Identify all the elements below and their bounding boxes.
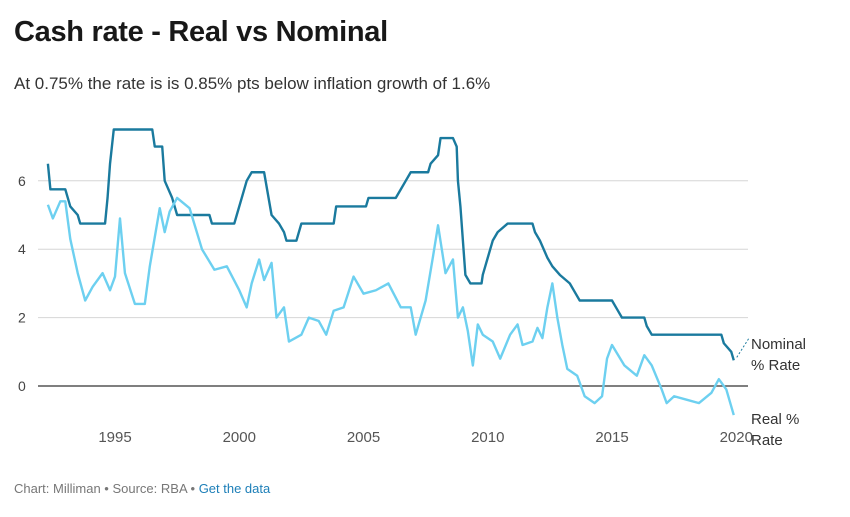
x-tick-label: 1995 xyxy=(98,429,131,446)
real-rate-line xyxy=(46,196,735,416)
nominal-series-label: Nominal xyxy=(751,336,806,353)
get-data-link[interactable]: Get the data xyxy=(198,481,271,496)
chart-subtitle: At 0.75% the rate is is 0.85% pts below … xyxy=(14,74,491,93)
x-tick-label: 2020 xyxy=(720,429,753,446)
line-chart: 0 2 4 6 1995 2000 2005 2010 2015 2020 Nominal % Rat… xyxy=(18,128,806,449)
x-tick-label: 2010 xyxy=(471,429,504,446)
y-tick-label: 2 xyxy=(18,310,26,326)
x-tick-label: 2015 xyxy=(595,429,628,446)
nominal-rate-line xyxy=(46,128,735,361)
separator: • xyxy=(100,481,113,496)
real-series-label: Real % xyxy=(751,411,799,428)
chart-title: Cash rate - Real vs Nominal xyxy=(14,16,388,48)
chart-credit: Chart: Milliman xyxy=(14,481,101,496)
x-tick-label: 2000 xyxy=(223,429,256,446)
separator: • xyxy=(186,481,199,496)
y-tick-label: 6 xyxy=(18,173,26,189)
y-tick-label: 0 xyxy=(18,378,26,394)
real-series-label: Rate xyxy=(751,432,783,449)
label-connector xyxy=(736,337,750,358)
nominal-series-label: % Rate xyxy=(751,357,800,374)
footer: Chart: Milliman • Source: RBA • Get the … xyxy=(14,481,270,496)
source-credit: Source: RBA xyxy=(112,481,187,496)
y-tick-label: 4 xyxy=(18,241,26,257)
x-tick-label: 2005 xyxy=(347,429,380,446)
